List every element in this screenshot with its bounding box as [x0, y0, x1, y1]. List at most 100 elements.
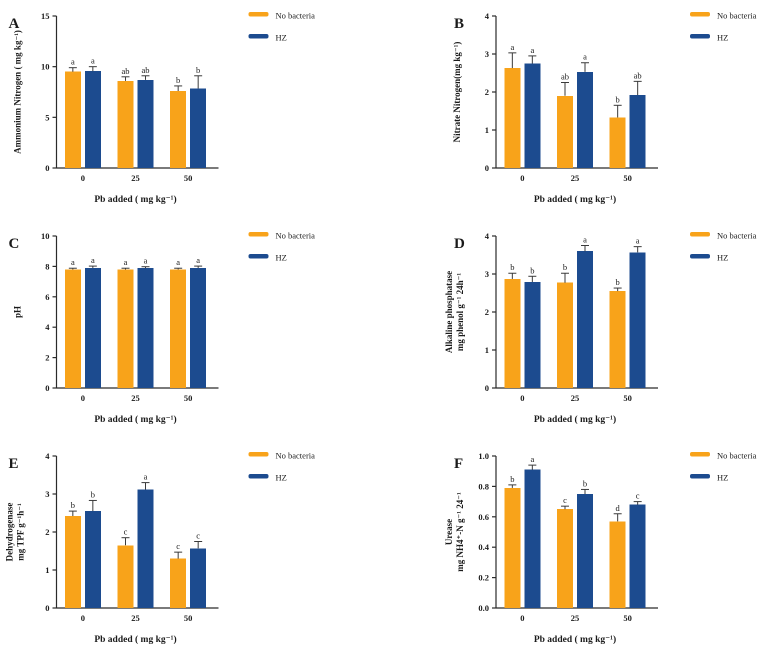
y-tick-label: 0.0 — [478, 603, 489, 613]
bar-hz — [137, 268, 154, 388]
panel-letter: B — [454, 16, 464, 32]
legend-label: No bacteria — [276, 451, 316, 461]
bar-hz — [84, 267, 101, 388]
x-tick-label: 0 — [81, 393, 85, 403]
bar-hz — [84, 511, 101, 608]
bar-no-bacteria — [64, 71, 81, 168]
significance-letter: b — [71, 500, 75, 510]
y-tick-label: 2 — [485, 307, 489, 317]
y-tick-label: 3 — [45, 489, 49, 499]
legend-label: No bacteria — [276, 11, 316, 21]
panel-letter: D — [454, 236, 465, 252]
panel-F: 0.0 0.2 0.4 0.6 0.8 1.0 0 b a 25 c b 50 d c Pb added ( … — [390, 440, 779, 660]
bar-hz — [629, 504, 646, 608]
panel-letter: F — [454, 456, 463, 472]
bar-no-bacteria — [117, 545, 134, 608]
legend-swatch-no-bacteria — [690, 232, 710, 237]
panel-B: 0 1 2 3 4 0 a a 25 ab a 50 b ab Pb added ( mg kg⁻¹) Nit… — [390, 0, 779, 220]
bar-no-bacteria — [64, 516, 81, 608]
y-axis-label: Nitrate Nitrogen(mg kg⁻¹) — [452, 42, 462, 143]
y-tick-label: 3 — [485, 49, 489, 59]
legend-swatch-hz — [690, 34, 710, 39]
significance-letter: a — [144, 472, 148, 482]
y-tick-label: 8 — [45, 261, 49, 271]
significance-letter: a — [636, 236, 640, 246]
bar-hz — [190, 88, 207, 168]
significance-letter: a — [176, 257, 180, 267]
legend-swatch-no-bacteria — [248, 232, 269, 237]
y-tick-label: 0.2 — [478, 573, 489, 583]
bar-no-bacteria — [504, 487, 521, 608]
significance-letter: ab — [561, 72, 569, 82]
x-tick-label: 0 — [520, 613, 524, 623]
legend-swatch-hz — [248, 474, 269, 479]
significance-letter: a — [196, 255, 200, 265]
bar-hz — [190, 267, 207, 388]
significance-letter: ab — [141, 65, 149, 75]
panel-C-chart: 0 2 4 6 8 10 0 a a 25 a a 50 a a Pb added ( mg kg⁻¹) pH C… — [9, 231, 316, 426]
significance-letter: ab — [121, 66, 129, 76]
x-axis-label: Pb added ( mg kg⁻¹) — [94, 634, 176, 645]
bar-hz — [524, 63, 541, 168]
x-tick-label: 25 — [131, 173, 140, 183]
y-tick-label: 10 — [41, 62, 50, 72]
x-tick-label: 50 — [184, 173, 193, 183]
legend-swatch-hz — [248, 254, 269, 259]
significance-letter: a — [583, 235, 587, 245]
legend-swatch-hz — [690, 474, 710, 479]
y-tick-label: 2 — [485, 87, 489, 97]
panel-E: 0 1 2 3 4 0 b b 25 c a 50 c c Pb added ( mg kg⁻¹) Dehyd… — [0, 440, 390, 660]
panel-F-chart: 0.0 0.2 0.4 0.6 0.8 1.0 0 b a 25 c b 50 d c Pb added ( … — [444, 451, 757, 646]
significance-letter: c — [124, 527, 128, 537]
significance-letter: c — [563, 495, 567, 505]
x-tick-label: 25 — [131, 393, 140, 403]
panel-B-chart: 0 1 2 3 4 0 a a 25 ab a 50 b ab Pb added ( mg kg⁻¹) Nit… — [452, 11, 757, 206]
significance-letter: c — [196, 531, 200, 541]
y-tick-label: 0 — [485, 163, 489, 173]
legend-label: HZ — [717, 253, 728, 263]
legend-swatch-no-bacteria — [690, 12, 710, 17]
x-tick-label: 0 — [81, 613, 85, 623]
x-tick-label: 50 — [184, 613, 193, 623]
panel-C: 0 2 4 6 8 10 0 a a 25 a a 50 a a Pb added ( mg kg⁻¹) pH C… — [0, 220, 390, 440]
y-tick-label: 10 — [41, 231, 50, 241]
y-tick-label: 4 — [45, 322, 50, 332]
y-tick-label: 1 — [45, 565, 49, 575]
legend-label: No bacteria — [717, 231, 757, 241]
y-tick-label: 2 — [45, 527, 49, 537]
legend-label: No bacteria — [276, 231, 316, 241]
significance-letter: b — [196, 65, 200, 75]
significance-letter: b — [616, 94, 620, 104]
x-axis-label: Pb added ( mg kg⁻¹) — [94, 414, 176, 425]
y-tick-label: 6 — [45, 292, 49, 302]
legend-label: HZ — [276, 473, 287, 483]
x-axis-label: Pb added ( mg kg⁻¹) — [534, 634, 616, 645]
x-tick-label: 25 — [571, 613, 580, 623]
y-tick-label: 0.4 — [478, 542, 489, 552]
bar-hz — [629, 95, 646, 168]
legend-swatch-no-bacteria — [248, 12, 269, 17]
y-axis-label: Alkaline phosphatase — [444, 271, 454, 353]
bar-no-bacteria — [609, 521, 626, 608]
significance-letter: b — [510, 262, 514, 272]
bar-hz — [137, 489, 154, 608]
bar-no-bacteria — [170, 269, 187, 388]
y-tick-label: 1 — [485, 345, 489, 355]
legend-swatch-hz — [690, 254, 710, 259]
bar-no-bacteria — [504, 68, 521, 168]
y-tick-label: 4 — [485, 11, 490, 21]
y-tick-label: 15 — [41, 11, 50, 21]
legend-label: No bacteria — [717, 11, 757, 21]
y-tick-label: 0 — [45, 603, 49, 613]
bar-no-bacteria — [609, 291, 626, 388]
significance-letter: a — [530, 454, 534, 464]
bar-no-bacteria — [557, 282, 573, 388]
significance-letter: ab — [634, 70, 642, 80]
y-axis-label: pH — [13, 306, 23, 318]
x-axis-label: Pb added ( mg kg⁻¹) — [94, 194, 176, 205]
bar-hz — [577, 494, 593, 608]
y-tick-label: 0.6 — [478, 512, 489, 522]
bar-hz — [524, 469, 541, 608]
significance-letter: b — [583, 478, 587, 488]
